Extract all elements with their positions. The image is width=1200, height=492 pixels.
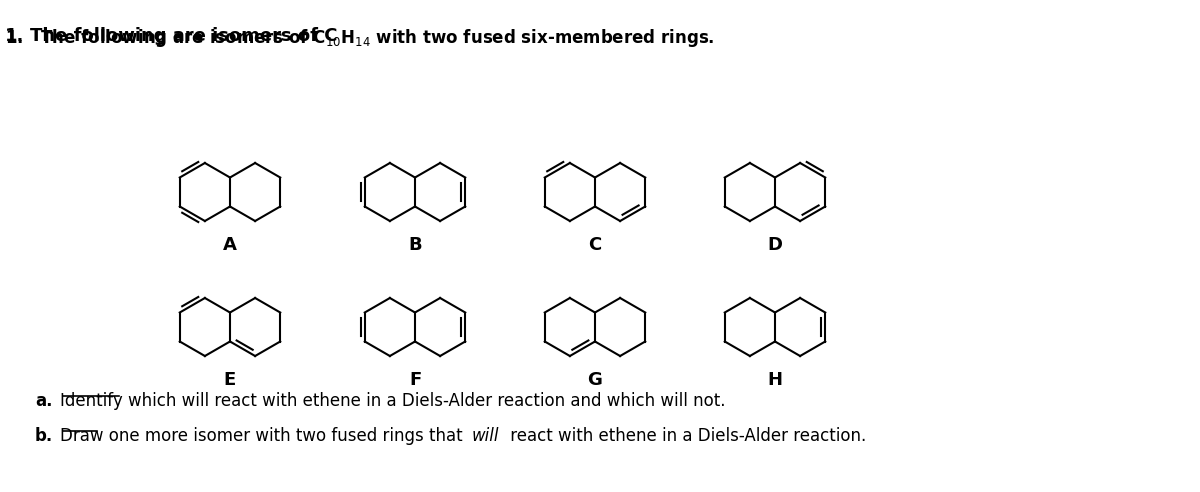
Text: The following are isomers of C: The following are isomers of C: [30, 27, 337, 45]
Text: A: A: [223, 236, 236, 254]
Text: Draw one more isomer with two fused rings that: Draw one more isomer with two fused ring…: [60, 427, 468, 445]
Text: B: B: [408, 236, 422, 254]
Text: E: E: [224, 371, 236, 389]
Text: a.: a.: [35, 392, 53, 410]
Text: react with ethene in a Diels-Alder reaction.: react with ethene in a Diels-Alder react…: [505, 427, 866, 445]
Text: 1.: 1.: [5, 27, 24, 45]
Text: will: will: [472, 427, 499, 445]
Text: F: F: [409, 371, 421, 389]
Text: C: C: [588, 236, 601, 254]
Text: 1.   The following are isomers of C$_{10}$H$_{14}$ with two fused six-membered r: 1. The following are isomers of C$_{10}$…: [5, 27, 714, 49]
Text: G: G: [588, 371, 602, 389]
Text: Identify which will react with ethene in a Diels-Alder reaction and which will n: Identify which will react with ethene in…: [60, 392, 726, 410]
Text: D: D: [768, 236, 782, 254]
Text: b.: b.: [35, 427, 53, 445]
Text: H: H: [768, 371, 782, 389]
